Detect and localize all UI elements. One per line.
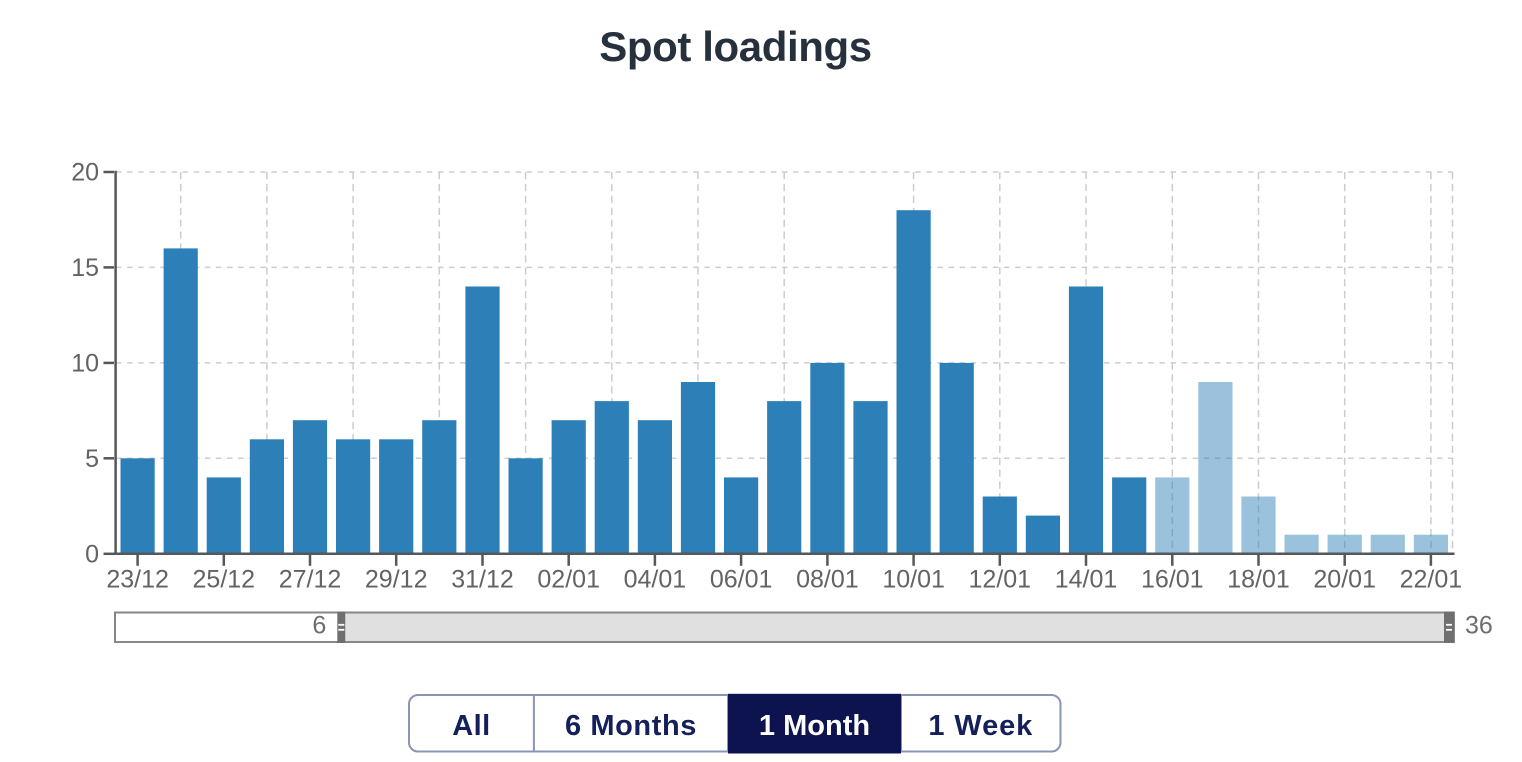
svg-text:1 Week: 1 Week xyxy=(928,710,1033,742)
svg-text:25/12: 25/12 xyxy=(193,566,256,594)
svg-text:02/01: 02/01 xyxy=(537,566,600,594)
svg-text:All: All xyxy=(452,710,490,742)
svg-text:6: 6 xyxy=(312,612,326,640)
svg-text:20: 20 xyxy=(71,159,99,187)
svg-text:15: 15 xyxy=(71,254,99,282)
svg-text:10/01: 10/01 xyxy=(882,566,945,594)
svg-text:08/01: 08/01 xyxy=(796,566,859,594)
svg-text:04/01: 04/01 xyxy=(624,566,687,594)
svg-text:36: 36 xyxy=(1465,612,1493,640)
svg-text:16/01: 16/01 xyxy=(1141,566,1204,594)
svg-text:10: 10 xyxy=(71,350,99,378)
svg-text:20/01: 20/01 xyxy=(1313,566,1376,594)
svg-text:5: 5 xyxy=(85,445,99,473)
svg-text:Spot loadings: Spot loadings xyxy=(599,23,871,70)
svg-text:06/01: 06/01 xyxy=(710,566,773,594)
svg-text:14/01: 14/01 xyxy=(1055,566,1118,594)
svg-text:0: 0 xyxy=(85,541,99,569)
svg-text:31/12: 31/12 xyxy=(451,566,514,594)
svg-text:29/12: 29/12 xyxy=(365,566,428,594)
svg-text:18/01: 18/01 xyxy=(1227,566,1290,594)
svg-text:22/01: 22/01 xyxy=(1400,566,1463,594)
svg-text:23/12: 23/12 xyxy=(106,566,169,594)
svg-text:27/12: 27/12 xyxy=(279,566,342,594)
svg-text:6 Months: 6 Months xyxy=(565,710,697,742)
svg-text:12/01: 12/01 xyxy=(969,566,1032,594)
svg-text:1 Month: 1 Month xyxy=(759,710,870,742)
